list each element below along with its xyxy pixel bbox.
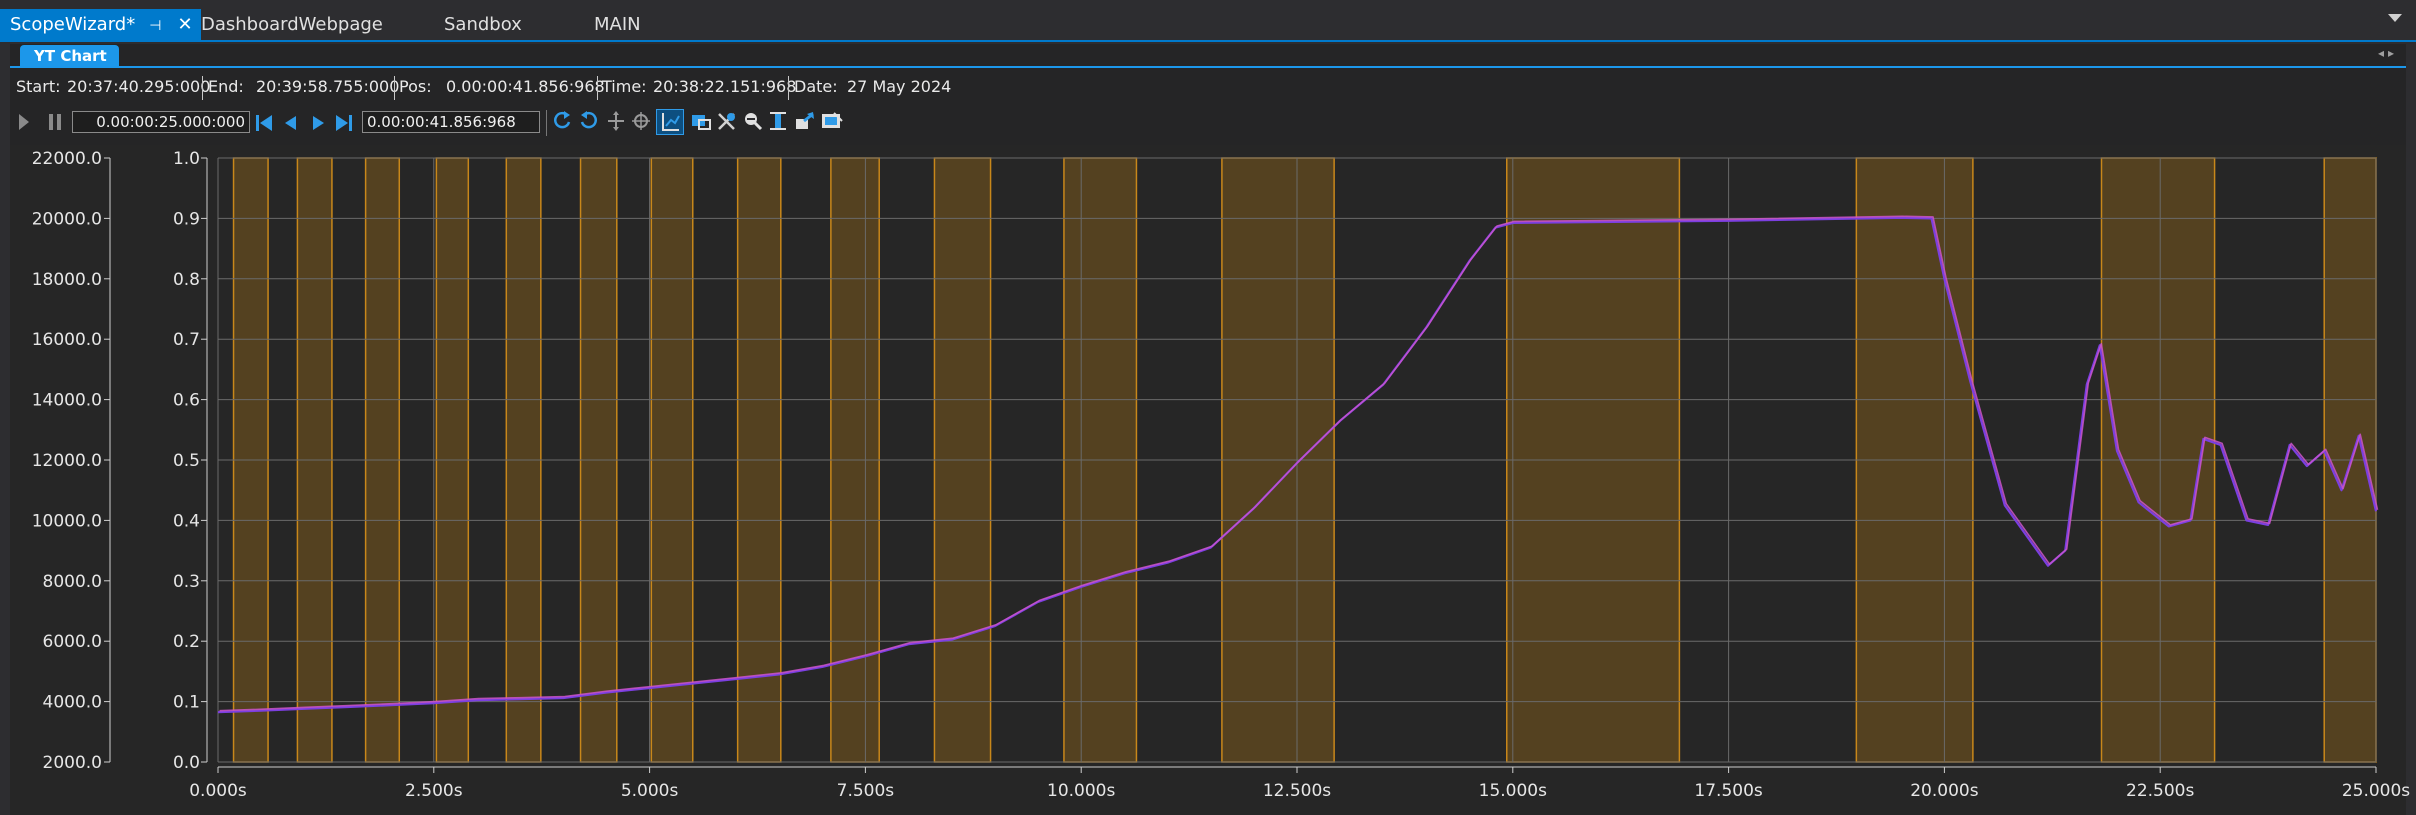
x-tick-label: 7.500s bbox=[837, 781, 895, 801]
close-icon[interactable]: ✕ bbox=[177, 14, 193, 35]
jump-to-end-icon[interactable] bbox=[334, 113, 354, 133]
position-input[interactable] bbox=[362, 111, 540, 133]
x-tick-label: 12.500s bbox=[1263, 781, 1331, 801]
y-right-tick-label: 0.2 bbox=[173, 632, 200, 652]
pos-label: Pos: bbox=[399, 77, 432, 96]
y-right-tick-label: 0.8 bbox=[173, 270, 200, 290]
y-right-tick-label: 0.1 bbox=[173, 693, 200, 713]
pause-icon[interactable] bbox=[48, 113, 64, 131]
tab-divider bbox=[0, 40, 2416, 42]
crosshair-icon[interactable] bbox=[630, 111, 652, 131]
date-label: Date: bbox=[794, 77, 838, 96]
y-right-tick-label: 0.4 bbox=[173, 511, 200, 531]
display-range-input[interactable] bbox=[72, 111, 250, 133]
subtab-label: YT Chart bbox=[34, 47, 107, 65]
tab-main[interactable]: MAIN bbox=[594, 9, 641, 40]
y-right-tick-label: 0.6 bbox=[173, 391, 200, 411]
x-tick-label: 5.000s bbox=[621, 781, 679, 801]
x-tick-label: 0.000s bbox=[189, 781, 247, 801]
export-icon[interactable] bbox=[794, 111, 816, 131]
document-tab-bar: ScopeWizard* ⊣ ✕ DashboardWebpage Sandbox … bbox=[0, 0, 2416, 40]
tab-yt-chart[interactable]: YT Chart bbox=[20, 45, 119, 67]
end-value: 20:39:58.755:000 bbox=[256, 77, 400, 96]
zoom-tools-icon[interactable] bbox=[716, 111, 738, 131]
y-left-tick-label: 6000.0 bbox=[43, 632, 102, 652]
jump-to-start-icon[interactable] bbox=[254, 113, 274, 133]
y-right-tick-label: 0.0 bbox=[173, 753, 200, 773]
time-label: Time: bbox=[602, 77, 647, 96]
separator bbox=[394, 76, 395, 100]
zoom-out-icon[interactable] bbox=[742, 111, 764, 131]
y-left-tick-label: 2000.0 bbox=[43, 753, 102, 773]
tab-label: DashboardWebpage bbox=[201, 14, 383, 35]
separator bbox=[597, 76, 598, 100]
end-label: End: bbox=[208, 77, 244, 96]
x-tick-label: 17.500s bbox=[1694, 781, 1762, 801]
y-right-tick-label: 0.7 bbox=[173, 330, 200, 350]
y-left-tick-label: 14000.0 bbox=[32, 391, 102, 411]
x-tick-label: 10.000s bbox=[1047, 781, 1115, 801]
x-tick-label: 25.000s bbox=[2342, 781, 2410, 801]
y-left-tick-label: 20000.0 bbox=[32, 209, 102, 229]
step-back-icon[interactable] bbox=[282, 113, 298, 133]
y-left-tick-label: 16000.0 bbox=[32, 330, 102, 350]
tab-label: MAIN bbox=[594, 14, 641, 35]
date-value: 27 May 2024 bbox=[847, 77, 952, 96]
tab-overflow-dropdown-icon[interactable] bbox=[2388, 14, 2402, 22]
pos-value: 0.00:00:41.856:968 bbox=[446, 77, 605, 96]
separator bbox=[788, 76, 789, 100]
tab-sandbox[interactable]: Sandbox bbox=[444, 9, 522, 40]
redo-icon[interactable] bbox=[578, 110, 600, 132]
pan-icon[interactable] bbox=[606, 111, 626, 131]
y-left-tick-label: 22000.0 bbox=[32, 149, 102, 169]
start-label: Start: bbox=[16, 77, 61, 96]
separator bbox=[202, 76, 203, 100]
y-left-tick-label: 18000.0 bbox=[32, 270, 102, 290]
x-tick-label: 22.500s bbox=[2126, 781, 2194, 801]
y-left-tick-label: 4000.0 bbox=[43, 693, 102, 713]
tab-label: Sandbox bbox=[444, 14, 522, 35]
y-right-tick-label: 0.5 bbox=[173, 451, 200, 471]
x-tick-label: 15.000s bbox=[1479, 781, 1547, 801]
x-tick-label: 2.500s bbox=[405, 781, 463, 801]
tab-dashboardwebpage[interactable]: DashboardWebpage bbox=[201, 9, 383, 40]
play-icon[interactable] bbox=[18, 113, 30, 131]
tab-label: ScopeWizard* bbox=[10, 14, 136, 35]
y-left-tick-label: 12000.0 bbox=[32, 451, 102, 471]
series-line-overlay bbox=[219, 215, 2379, 712]
time-value: 20:38:22.151:968 bbox=[653, 77, 797, 96]
cursor-mode-button[interactable] bbox=[656, 109, 684, 135]
y-right-tick-label: 1.0 bbox=[173, 149, 200, 169]
undo-icon[interactable] bbox=[551, 110, 573, 132]
start-value: 20:37:40.295:000 bbox=[67, 77, 211, 96]
y-left-tick-label: 8000.0 bbox=[43, 572, 102, 592]
y-right-tick-label: 0.9 bbox=[173, 209, 200, 229]
step-forward-icon[interactable] bbox=[310, 113, 326, 133]
zoom-box-icon[interactable] bbox=[690, 111, 712, 131]
fit-vertical-icon[interactable] bbox=[768, 111, 788, 131]
screenshot-icon[interactable] bbox=[820, 110, 844, 132]
panel-window-controls[interactable]: ◂▸ bbox=[2377, 46, 2398, 60]
tab-scopewizard[interactable]: ScopeWizard* ⊣ ✕ bbox=[0, 9, 201, 40]
x-tick-label: 20.000s bbox=[1910, 781, 1978, 801]
pin-icon[interactable]: ⊣ bbox=[149, 18, 162, 34]
subtab-divider bbox=[10, 66, 2406, 68]
cursor-icon bbox=[662, 113, 680, 131]
y-right-tick-label: 0.3 bbox=[173, 572, 200, 592]
separator bbox=[546, 110, 547, 136]
y-left-tick-label: 10000.0 bbox=[32, 511, 102, 531]
